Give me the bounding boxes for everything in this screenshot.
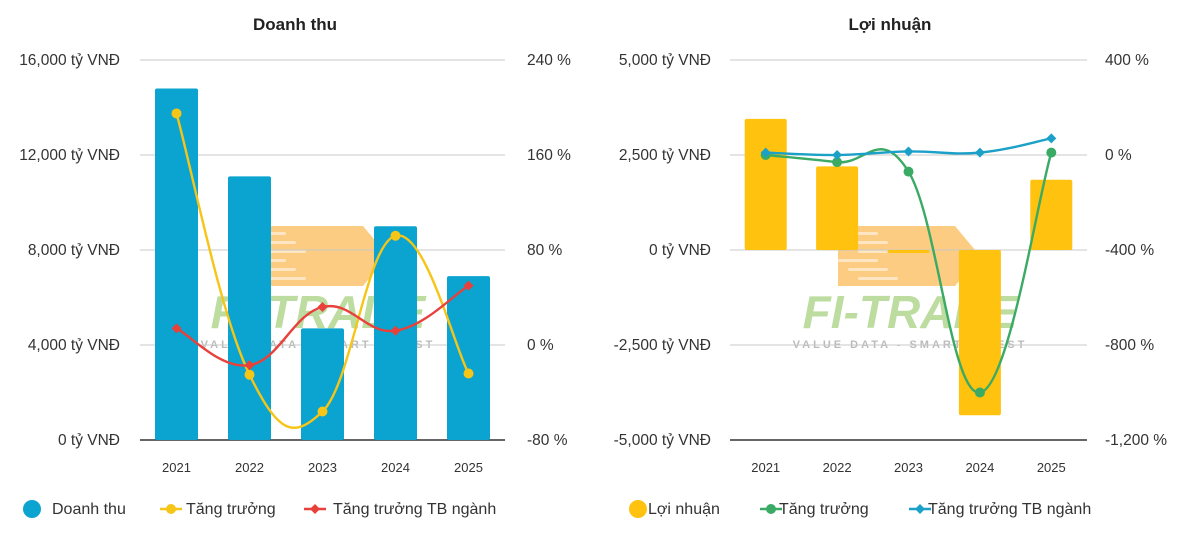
right-axis-tick-label: 80 % bbox=[527, 242, 563, 259]
point-tang-truong-2025 bbox=[463, 368, 474, 379]
right-axis-tick-label: 160 % bbox=[527, 147, 571, 164]
legend-marker-icon bbox=[629, 500, 647, 518]
point-tang-truong-2023 bbox=[903, 166, 914, 177]
legend-marker-icon bbox=[310, 504, 320, 514]
bar-doanh-thu-2023 bbox=[301, 328, 344, 440]
x-axis-tick-label: 2021 bbox=[162, 460, 191, 475]
right-axis-tick-label: -80 % bbox=[527, 432, 568, 449]
bar-loi-nhuan-2022 bbox=[816, 166, 859, 250]
point-tang-truong-2024 bbox=[390, 230, 401, 241]
right-axis-tick-label: 0 % bbox=[1105, 147, 1132, 164]
legend-item-loi-nhuan[interactable]: Lợi nhuận bbox=[629, 500, 720, 518]
legend-label: Lợi nhuận bbox=[648, 501, 720, 518]
bar-loi-nhuan-2024 bbox=[958, 250, 1001, 416]
right-axis-tick-label: 240 % bbox=[527, 52, 571, 69]
legend-item-tang-truong[interactable]: Tăng trưởng bbox=[760, 501, 869, 518]
revenue-chart: Doanh thu 0 tỷ VNĐ 4,000 tỷ VNĐ 8,000 tỷ VN… bbox=[19, 15, 571, 518]
point-tang-truong-2022 bbox=[244, 369, 255, 380]
left-axis-tick-label: 0 tỷ VNĐ bbox=[649, 242, 711, 259]
legend-marker-icon bbox=[23, 500, 41, 518]
point-tang-truong-2024 bbox=[974, 387, 985, 398]
left-axis-tick-label: 2,500 tỷ VNĐ bbox=[619, 147, 711, 164]
watermark-stripe bbox=[266, 250, 306, 253]
right-axis-tick-label: -800 % bbox=[1105, 337, 1154, 354]
point-tang-truong-tb-nganh-2021 bbox=[760, 147, 771, 158]
right-axis-tick-label: 400 % bbox=[1105, 52, 1149, 69]
x-axis-tick-label: 2022 bbox=[235, 460, 264, 475]
left-axis-tick-label: 8,000 tỷ VNĐ bbox=[28, 242, 120, 259]
left-axis-tick-label: 5,000 tỷ VNĐ bbox=[619, 52, 711, 69]
left-axis-tick-label: 0 tỷ VNĐ bbox=[58, 432, 120, 449]
legend-marker-icon bbox=[766, 504, 776, 514]
point-tang-truong-tb-nganh-2025 bbox=[1046, 133, 1057, 144]
legend-marker-icon bbox=[915, 504, 925, 514]
point-tang-truong-2025 bbox=[1046, 147, 1057, 158]
point-tang-truong-2022 bbox=[832, 157, 843, 168]
bar-doanh-thu-2025 bbox=[447, 276, 490, 440]
watermark-stripe bbox=[858, 277, 898, 280]
watermark-stripe bbox=[266, 277, 306, 280]
chart-title: Lợi nhuận bbox=[849, 15, 932, 34]
legend-item-doanh-thu[interactable]: Doanh thu bbox=[23, 500, 126, 518]
legend-label: Tăng trưởng bbox=[779, 501, 869, 518]
legend-label: Tăng trưởng TB ngành bbox=[928, 501, 1091, 518]
point-tang-truong-tb-nganh-2025 bbox=[463, 280, 474, 291]
bar-doanh-thu-2022 bbox=[228, 176, 271, 440]
point-tang-truong-2023 bbox=[317, 406, 328, 417]
bar-loi-nhuan-2023 bbox=[887, 250, 930, 254]
point-tang-truong-tb-nganh-2023 bbox=[317, 302, 328, 312]
bar-doanh-thu-2021 bbox=[155, 88, 198, 440]
x-axis-tick-label: 2024 bbox=[965, 460, 994, 475]
x-axis-tick-label: 2021 bbox=[751, 460, 780, 475]
left-axis-tick-label: 4,000 tỷ VNĐ bbox=[28, 337, 120, 354]
x-axis-tick-label: 2022 bbox=[823, 460, 852, 475]
left-axis-tick-label: 12,000 tỷ VNĐ bbox=[19, 147, 120, 164]
point-tang-truong-tb-nganh-2023 bbox=[903, 146, 914, 157]
legend-item-tang-truong[interactable]: Tăng trưởng bbox=[160, 501, 276, 518]
watermark-stripe bbox=[848, 268, 888, 271]
right-axis-tick-label: -400 % bbox=[1105, 242, 1154, 259]
chart-title: Doanh thu bbox=[253, 15, 337, 34]
legend-label: Doanh thu bbox=[52, 501, 126, 518]
x-axis-tick-label: 2023 bbox=[894, 460, 923, 475]
profit-chart: Lợi nhuận -5,000 tỷ VNĐ -2,500 tỷ VNĐ 0 tỷ … bbox=[614, 15, 1167, 518]
left-axis-tick-label: -5,000 tỷ VNĐ bbox=[614, 432, 711, 449]
x-axis-tick-label: 2025 bbox=[1037, 460, 1066, 475]
point-tang-truong-tb-nganh-2022 bbox=[832, 150, 843, 160]
x-axis-tick-label: 2023 bbox=[308, 460, 337, 475]
watermark-stripe bbox=[838, 259, 878, 262]
x-axis-tick-label: 2024 bbox=[381, 460, 410, 475]
legend-marker-icon bbox=[166, 504, 176, 514]
point-tang-truong-tb-nganh-2024 bbox=[974, 147, 985, 158]
point-tang-truong-tb-nganh-2024 bbox=[390, 325, 401, 336]
point-tang-truong-tb-nganh-2021 bbox=[171, 323, 182, 334]
right-axis-tick-label: -1,200 % bbox=[1105, 432, 1167, 449]
legend-item-tang-truong-tb-nganh[interactable]: Tăng trưởng TB ngành bbox=[304, 501, 496, 518]
legend-label: Tăng trưởng TB ngành bbox=[333, 501, 496, 518]
point-tang-truong-tb-nganh-2022 bbox=[244, 360, 255, 371]
right-axis-tick-label: 0 % bbox=[527, 337, 554, 354]
left-axis-tick-label: 16,000 tỷ VNĐ bbox=[19, 52, 120, 69]
x-axis-tick-label: 2025 bbox=[454, 460, 483, 475]
legend-item-tang-truong-tb-nganh[interactable]: Tăng trưởng TB ngành bbox=[909, 501, 1091, 518]
point-tang-truong-2021 bbox=[171, 108, 182, 119]
left-axis-tick-label: -2,500 tỷ VNĐ bbox=[614, 337, 711, 354]
bar-loi-nhuan-2021 bbox=[744, 118, 787, 251]
legend-label: Tăng trưởng bbox=[186, 501, 276, 518]
